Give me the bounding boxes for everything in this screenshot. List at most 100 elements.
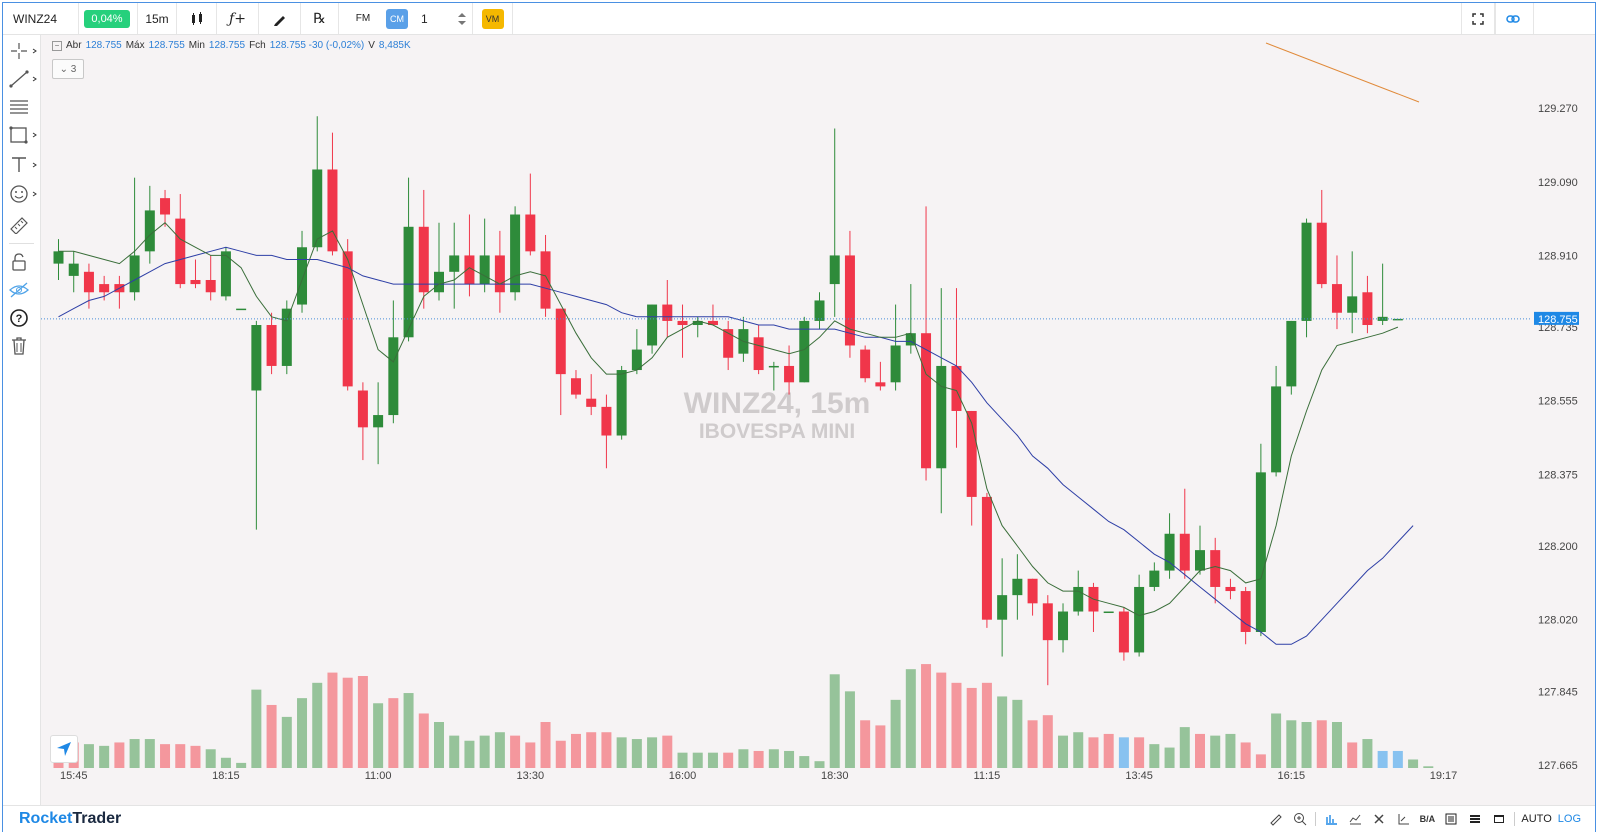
- candle-body: [616, 370, 627, 436]
- candles-button[interactable]: [177, 3, 217, 34]
- volume-bar: [814, 761, 825, 768]
- volume-bar: [1286, 720, 1297, 768]
- bottom-divider: [1514, 812, 1516, 826]
- shape-tool[interactable]: [3, 122, 40, 148]
- candle-body: [297, 247, 308, 305]
- candle: [1027, 578, 1038, 616]
- open-label: Abr: [66, 40, 82, 51]
- timeframe-button[interactable]: 15m: [137, 3, 177, 34]
- measure-button[interactable]: [1267, 811, 1285, 827]
- candle-body: [464, 255, 475, 285]
- legend-collapse-icon[interactable]: −: [52, 40, 62, 51]
- trendline-drawing[interactable]: [1265, 42, 1420, 103]
- grid-button[interactable]: [1370, 811, 1388, 827]
- symbol-selector[interactable]: WINZ24: [3, 3, 79, 34]
- candle-body: [160, 198, 171, 215]
- candles: [53, 116, 1403, 686]
- bar-chart-icon: [1326, 815, 1338, 825]
- candle-body: [190, 279, 201, 285]
- watermark: WINZ24, 15m IBOVESPA MINI: [684, 387, 871, 443]
- candle-body: [799, 320, 810, 383]
- delete-tool[interactable]: [3, 333, 40, 359]
- price-axis[interactable]: 129.270 129.090 128.910 128.735 128.555 128.3…: [1532, 35, 1595, 805]
- book-button[interactable]: [1442, 811, 1460, 827]
- candle: [1362, 275, 1373, 334]
- help-tool[interactable]: ?: [3, 305, 40, 331]
- zoom-button[interactable]: [1291, 811, 1309, 827]
- volume-bar: [144, 739, 155, 768]
- candle-body: [951, 365, 962, 411]
- last-price-label: 128.755: [1538, 314, 1578, 326]
- indicator-count: 3: [70, 63, 77, 75]
- quantity-input[interactable]: 1: [415, 3, 455, 34]
- candle: [1164, 513, 1175, 579]
- line-chart-button[interactable]: [1346, 811, 1364, 827]
- chevron-down-icon: ⌄: [59, 63, 71, 75]
- candle-body: [373, 415, 384, 428]
- crosshair-tool[interactable]: [3, 38, 40, 64]
- volume-bar: [1012, 699, 1023, 768]
- time-tick-label: 11:00: [365, 770, 392, 782]
- candle-body: [388, 337, 399, 416]
- candle: [616, 365, 627, 440]
- candle-body: [1225, 586, 1236, 592]
- bid-ask-button[interactable]: B/A: [1418, 811, 1436, 827]
- trendline-tool[interactable]: [3, 66, 40, 92]
- price-chart[interactable]: WINZ24, 15m IBOVESPA MINI 15:45 18:15 11:0…: [41, 35, 1532, 805]
- fullscreen-button[interactable]: [1461, 3, 1495, 34]
- indicators-collapse-button[interactable]: ⌄ 3: [52, 59, 84, 79]
- candle: [190, 259, 201, 289]
- volume-bar: [525, 742, 536, 768]
- text-tool[interactable]: [3, 152, 40, 178]
- candle-body: [1210, 550, 1221, 587]
- candle-body: [494, 255, 505, 293]
- candle-body: [1195, 550, 1205, 571]
- ruler-tool[interactable]: [3, 211, 40, 237]
- volume-value: 8,485K: [378, 40, 411, 51]
- axis-icon: [1398, 814, 1410, 825]
- vm-button[interactable]: VM: [473, 3, 513, 34]
- navigate-button[interactable]: [50, 735, 78, 763]
- rx-icon: ℞: [313, 10, 326, 27]
- candle: [1240, 586, 1251, 645]
- ruler-icon: [1270, 814, 1283, 826]
- candle-body: [875, 382, 886, 387]
- visibility-tool[interactable]: [3, 277, 40, 303]
- crosshair-button[interactable]: [1394, 811, 1412, 827]
- auto-scale-toggle[interactable]: AUTO: [1521, 813, 1552, 825]
- replay-button[interactable]: ℞: [301, 3, 339, 34]
- candle: [677, 304, 688, 358]
- link-button[interactable]: [1495, 3, 1529, 34]
- cm-button[interactable]: CM: [383, 3, 411, 34]
- drawing-button[interactable]: [259, 3, 301, 34]
- candle-body: [921, 333, 932, 469]
- log-scale-toggle[interactable]: LOG: [1557, 813, 1581, 825]
- brand-trader: Trader: [72, 810, 122, 827]
- candle-body: [1058, 611, 1069, 641]
- window-button[interactable]: [1490, 811, 1508, 827]
- time-tick-label: 11:15: [974, 770, 1001, 782]
- candle: [83, 263, 94, 309]
- candle: [1058, 603, 1069, 653]
- fibonacci-tool[interactable]: [3, 94, 40, 120]
- candle: [312, 116, 323, 252]
- candle-body: [570, 378, 581, 395]
- chart-plot-area[interactable]: WINZ24, 15m IBOVESPA MINI 15:45 18:15 11:0…: [41, 35, 1532, 805]
- candle-body: [936, 365, 947, 469]
- fm-button[interactable]: FM: [345, 3, 381, 34]
- candle-body: [510, 214, 521, 293]
- volume-bar: [1195, 733, 1205, 768]
- quantity-stepper[interactable]: [451, 3, 473, 34]
- layers-button[interactable]: [1466, 811, 1484, 827]
- emoji-tool[interactable]: [3, 181, 40, 207]
- bar-chart-button[interactable]: [1322, 811, 1340, 827]
- crosshair-icon: [10, 43, 37, 59]
- lock-tool[interactable]: [3, 249, 40, 275]
- brand-logo: RocketTrader: [19, 810, 121, 828]
- candle-body: [784, 365, 795, 383]
- indicators-button[interactable]: ƒ+: [217, 3, 259, 34]
- candle-body: [631, 349, 642, 371]
- candle: [890, 304, 901, 391]
- candle: [1347, 251, 1358, 334]
- candle-body: [525, 214, 536, 252]
